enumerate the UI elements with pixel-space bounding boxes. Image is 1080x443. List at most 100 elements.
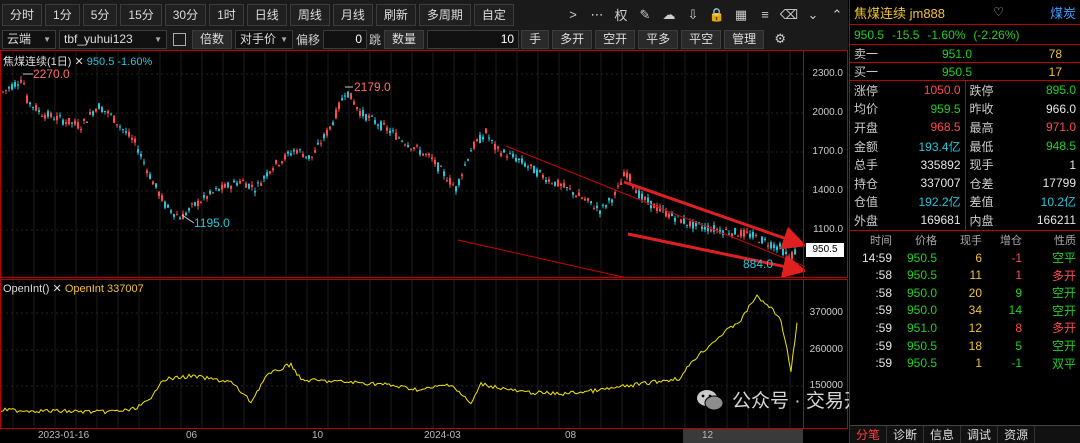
bid-price[interactable]: 950.5 — [941, 64, 972, 79]
settings-icon[interactable]: ⚙ — [774, 31, 786, 46]
times-button[interactable]: 倍数 — [192, 29, 233, 49]
manage-button[interactable]: 管理 — [724, 29, 765, 49]
account-select[interactable]: tbf_yuhui123 ▼ — [59, 29, 167, 49]
candle-body — [347, 91, 349, 98]
chevron-up-icon[interactable]: ⌃ — [831, 6, 843, 22]
candle-body — [248, 183, 250, 189]
close-short-button[interactable]: 平空 — [681, 29, 722, 49]
favorite-heart-icon[interactable]: ♡ — [993, 5, 1004, 19]
open-interest-chart[interactable]: OpenInt() ✕ OpenInt 337007 370000 260000… — [0, 279, 848, 429]
period-button[interactable]: 周线 — [289, 3, 330, 26]
ellipsis-icon[interactable]: ⋯ — [590, 6, 604, 22]
tick-cell: 空开 — [1051, 286, 1076, 301]
candle-body — [284, 154, 286, 160]
oi-indicator-name: OpenInt() — [3, 283, 50, 295]
close-icon[interactable]: ✕ — [74, 56, 84, 68]
candle-body — [149, 174, 151, 179]
candle-body — [590, 200, 592, 204]
last-price-tag: 950.5 — [806, 243, 844, 257]
category-link[interactable]: 煤炭 — [1049, 5, 1076, 21]
candle-body — [674, 217, 676, 222]
price-chart[interactable]: 2270.0 2179.0 1195.0 884.0 焦煤连续(1日) ✕ 950.5… — [0, 50, 848, 278]
delete-icon[interactable]: ⌫ — [779, 6, 799, 22]
candle-body — [713, 225, 715, 232]
candle-body — [350, 92, 352, 100]
candle-body — [338, 102, 340, 110]
tick-cell: 950.5 — [906, 250, 937, 265]
period-button[interactable]: 分时 — [2, 3, 43, 26]
hand-button[interactable]: 手 — [521, 29, 550, 49]
broker-select[interactable]: 云端 ▼ — [2, 29, 56, 49]
chevron-down-icon[interactable]: ⌄ — [807, 6, 819, 22]
candle-body — [371, 115, 373, 117]
period-button[interactable]: 多周期 — [418, 3, 471, 26]
tick-cell: 18 — [968, 338, 982, 353]
period-button[interactable]: 15分 — [120, 3, 162, 26]
candle-body — [524, 163, 526, 167]
tick-cell: 950.0 — [906, 285, 937, 300]
oi-caption: OpenInt() ✕ OpenInt 337007 — [3, 282, 144, 295]
candle-body — [329, 126, 331, 130]
period-button[interactable]: 30分 — [164, 3, 207, 26]
candle-body — [23, 82, 25, 85]
grid-icon[interactable]: ▦ — [734, 6, 748, 22]
candle-body — [758, 242, 760, 244]
candle-body — [788, 256, 790, 259]
candle-body — [794, 249, 796, 255]
quantity-input[interactable]: 10 — [427, 29, 520, 49]
candle-body — [353, 101, 355, 105]
sell-open-button[interactable]: 空开 — [595, 29, 636, 49]
lock-icon[interactable]: 🔒 — [708, 6, 726, 22]
period-button[interactable]: 月线 — [332, 3, 373, 26]
pen-icon[interactable]: ✎ — [639, 6, 651, 22]
list-icon[interactable]: ≡ — [761, 7, 769, 22]
candle-body — [473, 141, 475, 149]
cloud-download-icon[interactable]: ⇩ — [687, 6, 699, 22]
candle-body — [326, 129, 328, 136]
stat-row: 涨停 1050.0 跌停 895.0 — [850, 81, 1080, 100]
period-button[interactable]: 5分 — [82, 3, 118, 26]
tab-resources[interactable]: 资源 — [998, 426, 1036, 443]
candle-body — [719, 229, 721, 234]
candle-body — [359, 110, 361, 116]
times-checkbox[interactable] — [173, 32, 186, 46]
close-icon[interactable]: ✕ — [52, 283, 62, 295]
candle-body — [782, 248, 784, 256]
candle-body — [458, 179, 460, 186]
candle-body — [500, 153, 502, 156]
period-button[interactable]: 日线 — [246, 3, 287, 26]
quantity-button[interactable]: 数量 — [384, 29, 425, 49]
tab-info[interactable]: 信息 — [924, 426, 962, 443]
candle-body — [575, 195, 577, 197]
candle-body — [257, 182, 259, 184]
offset-input[interactable]: 0 — [323, 29, 368, 49]
period-button[interactable]: 刷新 — [375, 3, 416, 26]
chevron-right-icon[interactable]: > — [569, 7, 577, 22]
tab-debug[interactable]: 调试 — [961, 426, 999, 443]
period-button[interactable]: 自定 — [473, 3, 514, 26]
candle-body — [461, 174, 463, 177]
close-long-button[interactable]: 平多 — [638, 29, 679, 49]
tab-diagnose[interactable]: 诊断 — [887, 426, 925, 443]
buy-open-button[interactable]: 多开 — [552, 29, 593, 49]
candle-body — [419, 150, 421, 155]
stat-value: 10.2亿 — [1040, 195, 1076, 210]
price-type-select[interactable]: 对手价 ▼ — [235, 29, 294, 49]
price-tick: 2000.0 — [812, 107, 843, 118]
cloud-icon[interactable]: ☁ — [662, 6, 676, 22]
instrument-name: 焦煤连续 jm888 — [854, 5, 946, 21]
candle-body — [512, 153, 514, 158]
period-button[interactable]: 1分 — [45, 3, 80, 26]
tab-ticks[interactable]: 分笔 — [850, 426, 888, 443]
candle-body — [560, 183, 562, 187]
ask-label: 卖一 — [854, 47, 879, 61]
rights-icon[interactable]: 权 — [614, 8, 628, 23]
period-button[interactable]: 1时 — [209, 3, 244, 26]
stat-label: 均价 — [854, 102, 879, 117]
ticks-header: 时间 价格 现手 增仓 性质 — [850, 231, 1080, 249]
col-nature: 性质 — [1054, 234, 1076, 247]
candle-body — [104, 110, 106, 112]
ask-price[interactable]: 951.0 — [941, 46, 972, 61]
candle-body — [476, 139, 478, 142]
tick-cell: 14 — [1008, 303, 1022, 318]
